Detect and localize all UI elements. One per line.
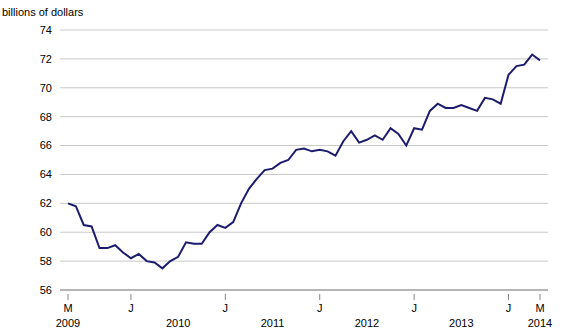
svg-text:56: 56	[40, 284, 52, 296]
svg-text:2011: 2011	[261, 317, 285, 329]
svg-text:64: 64	[40, 168, 52, 180]
html-text:billions of dollars: billions of dollars	[2, 6, 84, 18]
svg-text:60: 60	[40, 226, 52, 238]
svg-text:J: J	[223, 302, 229, 314]
svg-text:74: 74	[40, 24, 52, 36]
svg-text:2009: 2009	[56, 317, 80, 329]
svg-text:2013: 2013	[449, 317, 473, 329]
svg-text:J: J	[411, 302, 417, 314]
svg-text:J: J	[128, 302, 134, 314]
svg-text:68: 68	[40, 111, 52, 123]
svg-text:M: M	[535, 302, 544, 314]
svg-text:J: J	[506, 302, 512, 314]
svg-text:2014: 2014	[528, 317, 552, 329]
svg-text:J: J	[317, 302, 323, 314]
svg-text:66: 66	[40, 139, 52, 151]
svg-text:58: 58	[40, 255, 52, 267]
svg-text:2012: 2012	[355, 317, 379, 329]
svg-text:M: M	[63, 302, 72, 314]
svg-text:2010: 2010	[166, 317, 190, 329]
svg-text:72: 72	[40, 53, 52, 65]
svg-text:62: 62	[40, 197, 52, 209]
svg-text:70: 70	[40, 82, 52, 94]
